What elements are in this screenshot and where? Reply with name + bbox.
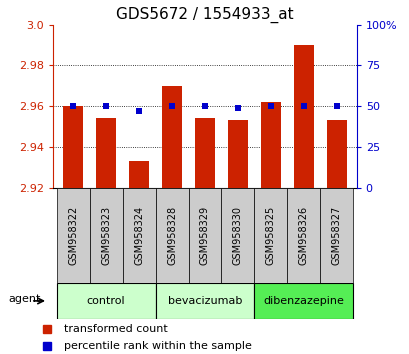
Bar bbox=[188, 188, 221, 283]
Text: dibenzazepine: dibenzazepine bbox=[263, 296, 344, 306]
Text: GSM958322: GSM958322 bbox=[68, 206, 78, 265]
Bar bbox=[261, 102, 280, 188]
Bar bbox=[122, 188, 155, 283]
Text: transformed count: transformed count bbox=[64, 324, 167, 333]
Bar bbox=[195, 118, 214, 188]
Text: GSM958327: GSM958327 bbox=[331, 206, 341, 265]
Bar bbox=[56, 283, 155, 319]
Text: bevacizumab: bevacizumab bbox=[167, 296, 242, 306]
Text: GSM958329: GSM958329 bbox=[200, 206, 209, 265]
Bar bbox=[129, 161, 148, 188]
Text: GSM958323: GSM958323 bbox=[101, 206, 111, 265]
Bar bbox=[320, 188, 353, 283]
Bar bbox=[162, 86, 182, 188]
Bar bbox=[96, 118, 116, 188]
Bar bbox=[287, 188, 320, 283]
Bar bbox=[293, 45, 313, 188]
Bar bbox=[89, 188, 122, 283]
Text: GSM958325: GSM958325 bbox=[265, 206, 275, 265]
Bar bbox=[56, 188, 89, 283]
Bar bbox=[326, 120, 346, 188]
Text: GSM958326: GSM958326 bbox=[298, 206, 308, 265]
Bar bbox=[63, 106, 83, 188]
Text: GSM958330: GSM958330 bbox=[232, 206, 243, 265]
Bar bbox=[221, 188, 254, 283]
Bar bbox=[254, 283, 353, 319]
Text: percentile rank within the sample: percentile rank within the sample bbox=[64, 341, 251, 351]
Text: agent: agent bbox=[8, 294, 40, 304]
Bar bbox=[155, 283, 254, 319]
Bar bbox=[227, 120, 247, 188]
Text: GSM958324: GSM958324 bbox=[134, 206, 144, 265]
Title: GDS5672 / 1554933_at: GDS5672 / 1554933_at bbox=[116, 7, 293, 23]
Bar bbox=[254, 188, 287, 283]
Bar bbox=[155, 188, 188, 283]
Text: GSM958328: GSM958328 bbox=[166, 206, 177, 265]
Text: control: control bbox=[87, 296, 125, 306]
